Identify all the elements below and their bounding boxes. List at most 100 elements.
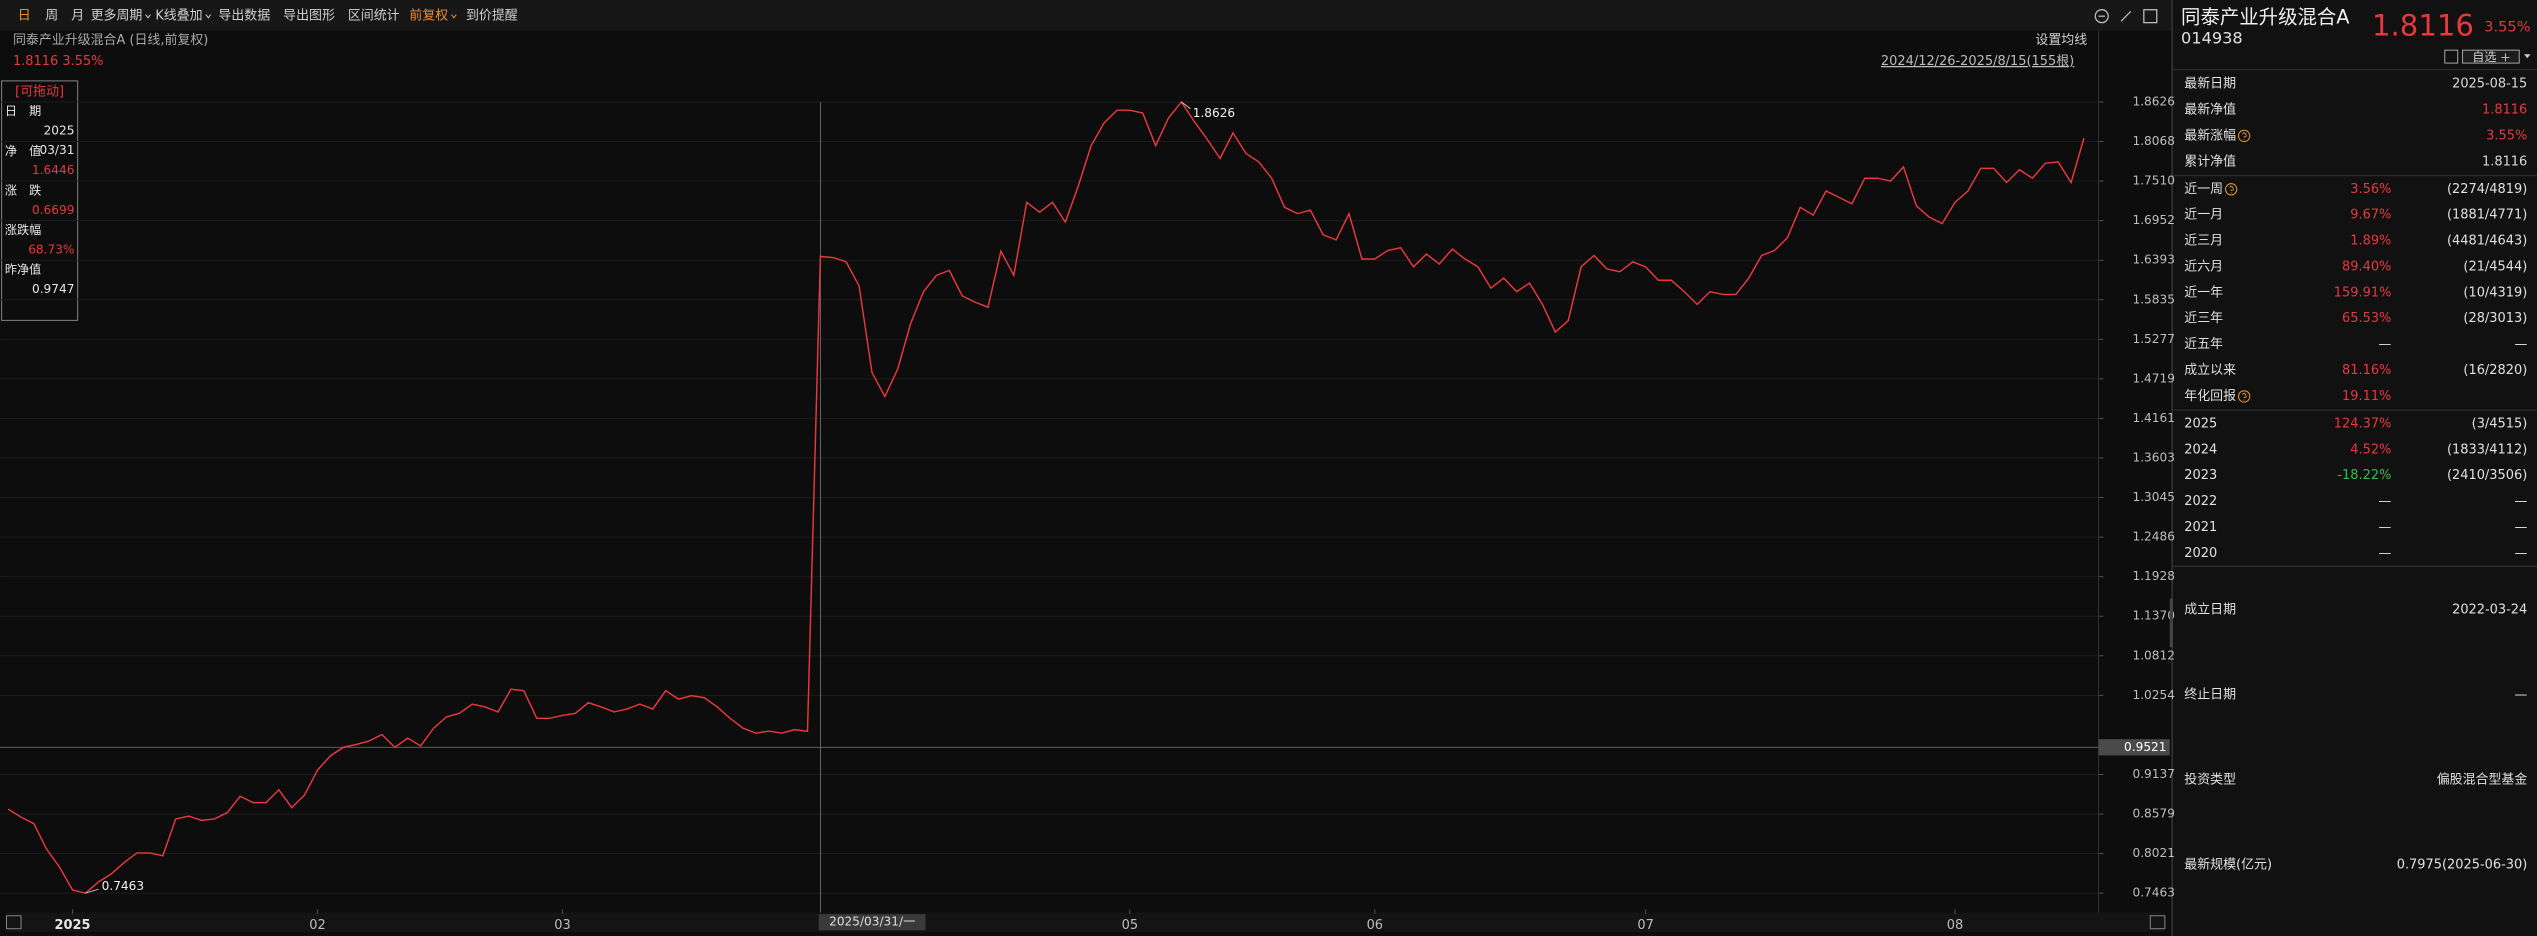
row-value: 1.89% (2350, 234, 2391, 249)
y-tick-label: 1.0812 (2133, 648, 2175, 662)
x-tick-label: 03 (554, 918, 570, 933)
fund-name: 同泰产业升级混合A (2181, 5, 2350, 28)
row-rank: (1833/4112) (2447, 442, 2527, 457)
tooltip-value: 1.6446 (32, 163, 74, 177)
tooltip-label: 涨跌幅 (5, 222, 41, 237)
help-mark (2242, 132, 2247, 140)
y-tick-label: 1.7510 (2133, 174, 2175, 188)
detail-value: 2022-03-24 (2452, 602, 2527, 617)
crosshair-x-box (818, 914, 926, 931)
y-tick-label: 1.8626 (2133, 94, 2175, 108)
y-tick-label: 0.8579 (2133, 807, 2175, 821)
x-tick-label: 07 (1637, 918, 1653, 933)
tooltip-label: 昨净值 (5, 262, 41, 277)
row-value: 65.53% (2342, 311, 2391, 326)
y-tick-label: 0.7463 (2133, 886, 2175, 900)
scroll-left[interactable] (5, 915, 22, 930)
row-rank: (10/4319) (2463, 285, 2527, 300)
toolbar-item[interactable]: 导出数据 (218, 9, 270, 24)
max-annotation-pointer (1181, 101, 1191, 110)
detail-label: 成立日期 (2184, 602, 2236, 617)
toolbar-item[interactable]: 更多周期 (91, 9, 143, 24)
min-annotation-pointer (85, 888, 99, 894)
toolbar-item[interactable]: 到价提醒 (466, 8, 518, 24)
y-tick-label: 1.5835 (2133, 292, 2175, 306)
row-rank: (2410/3506) (2447, 468, 2527, 483)
bell-button[interactable] (2444, 49, 2459, 64)
help-mark (2229, 185, 2234, 194)
detail-value: 偏股混合型基金 (2437, 771, 2528, 787)
tooltip-drag[interactable]: [可拖动] (15, 85, 64, 100)
row-label: 2024 (2184, 442, 2217, 457)
help-icon[interactable] (2225, 183, 2238, 196)
scrollbar[interactable] (6, 912, 2165, 932)
row-label: 近一周 (2184, 182, 2223, 197)
help-icon[interactable] (2237, 129, 2251, 143)
detail-label: 投资类型 (2184, 771, 2236, 787)
y-tick-label: 1.2486 (2133, 530, 2175, 544)
x-tick-label: 02 (309, 918, 325, 933)
y-tick-label: 1.4719 (2133, 371, 2175, 385)
row-label: 2023 (2184, 468, 2217, 483)
tooltip-value: 68.73% (28, 242, 74, 256)
row-value: 4.52% (2350, 442, 2391, 457)
row-label: 2022 (2184, 494, 2217, 509)
help-mark (2242, 392, 2247, 401)
y-tick-label: 0.9137 (2133, 767, 2175, 781)
icon-fullscreen[interactable] (2143, 9, 2158, 24)
menu-caret (451, 14, 457, 19)
row-rank: — (2514, 494, 2527, 509)
tooltip-label: 净 值 (5, 143, 41, 158)
row-value: 2025-08-15 (2452, 77, 2527, 92)
row-value: 9.67% (2350, 208, 2391, 223)
detail-value: 0.7975(2025-06-30) (2397, 857, 2528, 872)
row-value: 1.8116 (2482, 154, 2527, 169)
row-value: 1.8116 (2482, 103, 2527, 118)
ma-button[interactable]: 设置均线 (2035, 33, 2087, 48)
fund-change: 3.55% (2484, 19, 2530, 36)
toolbar-item[interactable]: 区间统计 (348, 9, 400, 24)
row-value: -18.22% (2337, 468, 2391, 483)
watch-menu[interactable] (2524, 54, 2531, 59)
y-tick-label: 1.5277 (2133, 332, 2175, 346)
row-value: 81.16% (2342, 363, 2391, 378)
toolbar-item[interactable]: 导出图形 (283, 9, 335, 24)
toolbar-item[interactable]: 周 (45, 9, 58, 24)
detail-label: 最新规模(亿元) (2184, 856, 2272, 872)
row-rank: — (2514, 546, 2527, 561)
min-annotation-label: 0.7463 (102, 879, 144, 893)
y-tick-label: 1.3603 (2133, 450, 2175, 464)
scroll-right[interactable] (2149, 915, 2166, 930)
row-value: 3.55% (2486, 128, 2527, 143)
row-value: — (2378, 520, 2391, 535)
toolbar-item[interactable]: 前复权 (409, 8, 448, 24)
row-label: 年化回报 (2184, 389, 2236, 404)
range-label[interactable]: 2024/12/26-2025/8/15(155根) (1881, 54, 2074, 69)
toolbar (0, 0, 2172, 31)
help-icon[interactable] (2237, 390, 2251, 403)
crosshair-y-box (2098, 739, 2170, 756)
row-label: 成立以来 (2184, 363, 2236, 378)
icon-minus[interactable] (2094, 9, 2109, 24)
row-rank: (4481/4643) (2447, 234, 2527, 249)
detail-value: — (2514, 687, 2527, 702)
chart-title: 同泰产业升级混合A (日线,前复权) (13, 32, 208, 48)
toolbar-item[interactable]: K线叠加 (155, 9, 202, 24)
watch-plus[interactable] (2501, 53, 2510, 62)
row-value: — (2378, 494, 2391, 509)
watch-label[interactable]: 自选 (2472, 50, 2496, 64)
row-rank: (21/4544) (2463, 259, 2527, 274)
nav-line (7, 100, 2085, 894)
y-tick-label: 1.6393 (2133, 253, 2175, 267)
tooltip-value: 0.9747 (32, 282, 74, 296)
toolbar-item[interactable]: 日 (18, 9, 31, 24)
row-label: 2020 (2184, 546, 2217, 561)
row-value: 19.11% (2342, 389, 2391, 404)
row-label: 近六月 (2184, 259, 2223, 274)
toolbar-item[interactable]: 月 (71, 9, 84, 24)
icon-pen[interactable] (2120, 10, 2132, 22)
row-rank: (2274/4819) (2447, 182, 2527, 197)
panel-scroll-thumb[interactable] (2169, 598, 2173, 648)
